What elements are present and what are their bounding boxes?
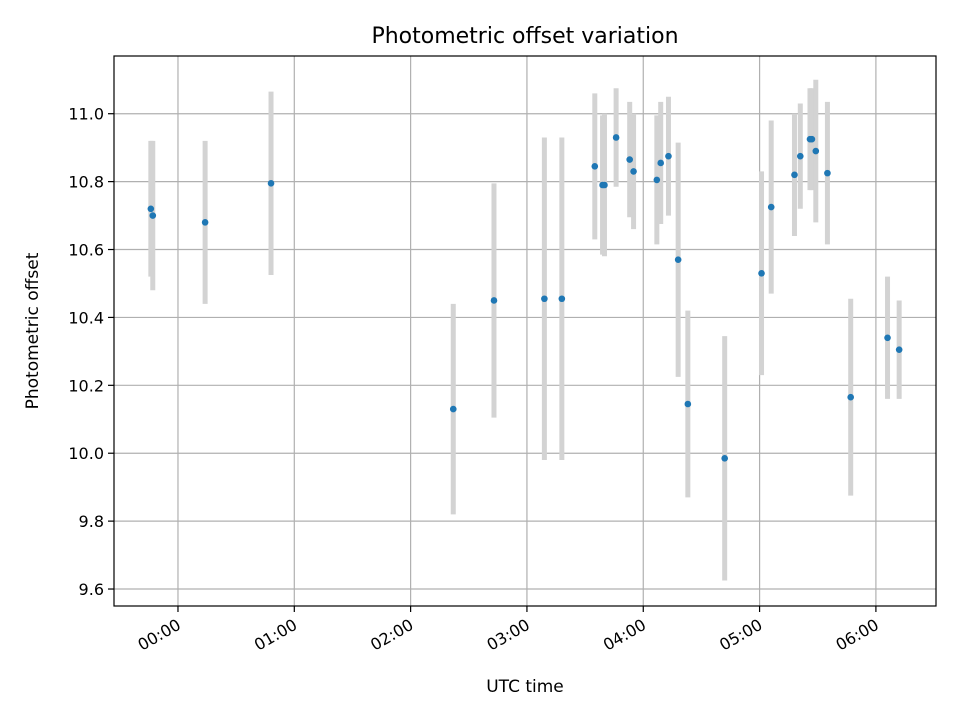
data-point bbox=[665, 152, 672, 160]
y-tick-label: 10.8 bbox=[68, 173, 104, 192]
data-point bbox=[630, 168, 637, 175]
plot-area-frame bbox=[113, 55, 937, 607]
data-point bbox=[612, 134, 620, 141]
data-point bbox=[674, 256, 682, 264]
y-tick-label: 10.4 bbox=[68, 308, 104, 327]
y-tick-label: 11.0 bbox=[68, 105, 104, 124]
y-tick-label: 10.6 bbox=[68, 241, 104, 260]
data-point bbox=[449, 405, 457, 413]
chart-title: Photometric offset variation bbox=[371, 24, 678, 49]
data-point bbox=[791, 171, 798, 179]
data-point bbox=[884, 334, 891, 342]
data-point bbox=[824, 169, 831, 177]
data-point bbox=[758, 269, 765, 277]
data-point bbox=[201, 219, 209, 226]
data-point bbox=[626, 156, 633, 163]
data-point bbox=[657, 159, 665, 167]
data-point bbox=[812, 147, 820, 155]
data-point bbox=[895, 346, 903, 353]
data-point bbox=[847, 393, 854, 401]
x-axis-label: UTC time bbox=[486, 677, 564, 697]
data-point bbox=[591, 163, 599, 170]
y-tick-label: 9.8 bbox=[79, 512, 104, 531]
y-axis-label: Photometric offset bbox=[23, 252, 43, 409]
y-tick-label: 10.0 bbox=[68, 444, 104, 463]
data-point bbox=[490, 297, 498, 304]
y-tick-label: 9.6 bbox=[79, 580, 104, 599]
data-points bbox=[147, 134, 903, 462]
data-point bbox=[653, 176, 661, 184]
data-point bbox=[267, 180, 275, 187]
data-point bbox=[541, 295, 548, 303]
grid-lines bbox=[114, 56, 936, 606]
data-point bbox=[149, 212, 157, 219]
data-point bbox=[796, 152, 804, 160]
data-point bbox=[684, 400, 692, 408]
data-point bbox=[147, 205, 155, 213]
y-tick-label: 10.2 bbox=[68, 376, 104, 395]
data-point bbox=[808, 135, 816, 143]
data-point bbox=[721, 455, 728, 462]
data-point bbox=[558, 295, 566, 303]
data-point bbox=[601, 181, 608, 189]
data-point bbox=[767, 203, 775, 211]
